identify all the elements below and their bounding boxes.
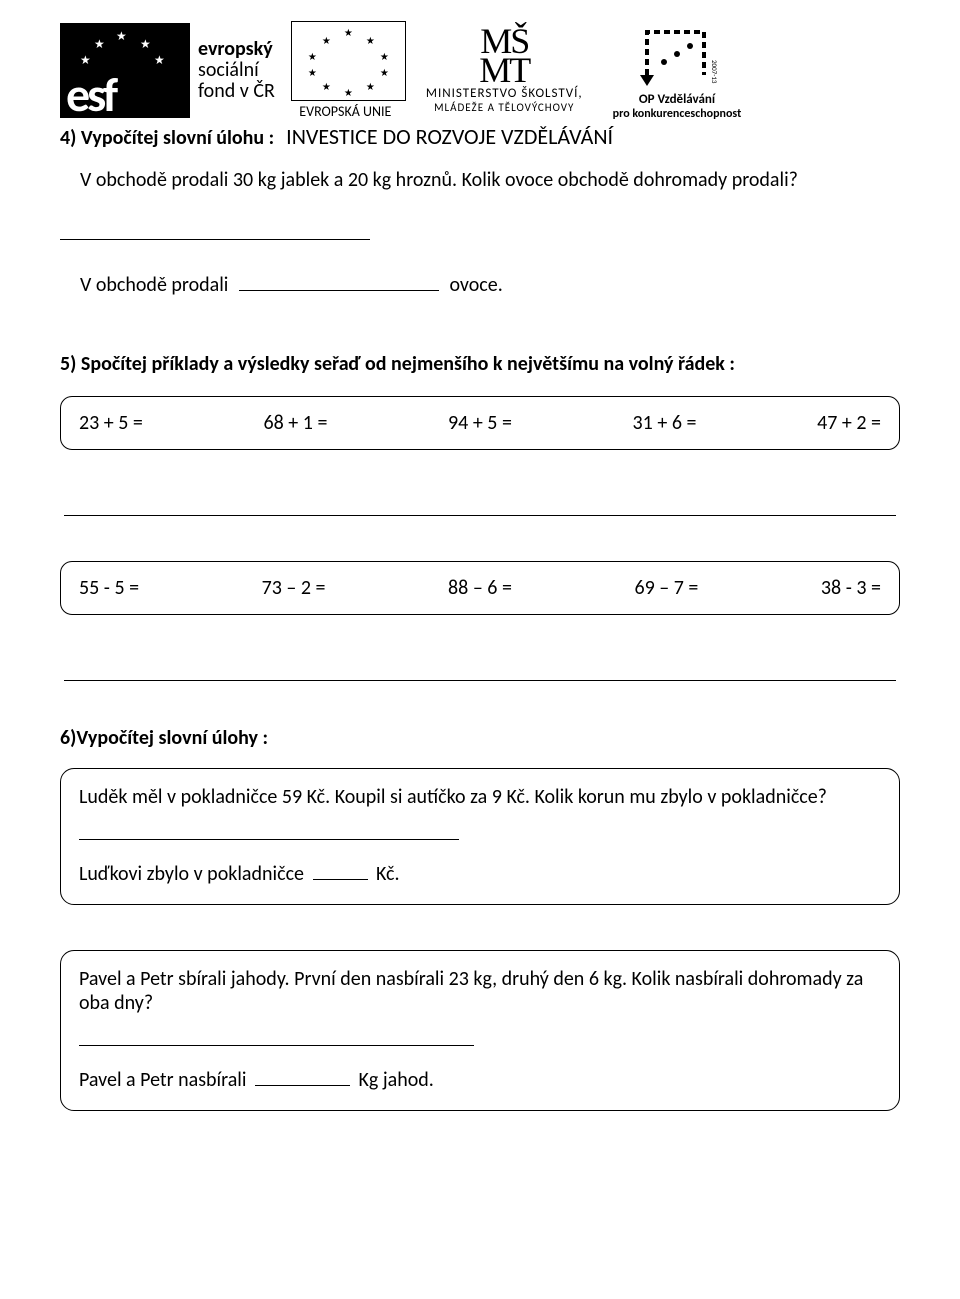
opv-line1: OP Vzdělávání <box>613 92 742 107</box>
eq: 94 + 5 = <box>448 411 512 435</box>
q5-sort-line-2[interactable] <box>64 680 896 681</box>
eq: 55 - 5 = <box>79 576 139 600</box>
q6-p2-blank[interactable] <box>255 1068 350 1086</box>
eu-logo: ★ ★ ★ ★ ★ ★ ★ ★ ★ ★ EVROPSKÁ UNIE <box>285 21 406 120</box>
opv-logo-icon: 2007-13 <box>632 20 722 90</box>
opv-logo: 2007-13 OP Vzdělávání pro konkurencescho… <box>613 20 742 121</box>
q4-answer-prefix: V obchodě prodali <box>80 273 228 297</box>
opv-years-icon: 2007-13 <box>710 60 719 84</box>
eq: 31 + 6 = <box>633 411 697 435</box>
q5-row2-box: 55 - 5 = 73 – 2 = 88 – 6 = 69 – 7 = 38 -… <box>60 561 900 615</box>
eq: 47 + 2 = <box>817 411 881 435</box>
esf-label-line3: fond v ČR <box>198 81 275 102</box>
eq: 88 – 6 = <box>448 576 512 600</box>
q6-p1-answer: Luďkovi zbylo v pokladničce Kč. <box>79 862 881 886</box>
esf-logo: ★ ★ ★ ★ ★ esf evropský sociální fond v Č… <box>60 23 275 118</box>
q6-p2-ans-prefix: Pavel a Petr nasbírali <box>79 1068 246 1092</box>
q4-problem: V obchodě prodali 30 kg jablek a 20 kg h… <box>80 168 900 192</box>
q5-row1-box: 23 + 5 = 68 + 1 = 94 + 5 = 31 + 6 = 47 +… <box>60 396 900 450</box>
page: ★ ★ ★ ★ ★ esf evropský sociální fond v Č… <box>0 0 960 1151</box>
msmt-line2: MLÁDEŽE A TĚLOVÝCHOVY <box>426 101 583 114</box>
msmt-logo: MŠMT MINISTERSTVO ŠKOLSTVÍ, MLÁDEŽE A TĚ… <box>426 27 583 115</box>
q6-p1-blank[interactable] <box>313 862 368 880</box>
q6-label: 6)Vypočítej slovní úlohy : <box>60 726 900 750</box>
esf-label-line1: evropský <box>198 39 275 60</box>
q4-header-row: 4) Vypočítej slovní úlohu : INVESTICE DO… <box>60 123 900 150</box>
q6-p2-box: Pavel a Petr sbírali jahody. První den n… <box>60 950 900 1111</box>
msmt-line1: MINISTERSTVO ŠKOLSTVÍ, <box>426 86 583 101</box>
q4-work-line[interactable] <box>60 220 370 240</box>
q6-p1-work-line[interactable] <box>79 839 459 840</box>
logo-header: ★ ★ ★ ★ ★ esf evropský sociální fond v Č… <box>60 20 900 121</box>
q6-p1-ans-suffix: Kč. <box>376 862 400 886</box>
eq: 69 – 7 = <box>634 576 698 600</box>
msmt-logo-text: MŠMT <box>426 27 583 85</box>
q6-p2-answer: Pavel a Petr nasbírali Kg jahod. <box>79 1068 881 1092</box>
esf-label: evropský sociální fond v ČR <box>198 39 275 102</box>
opv-line2: pro konkurenceschopnost <box>613 107 742 121</box>
q5-sort-line-1[interactable] <box>64 515 896 516</box>
q4-answer-suffix: ovoce. <box>449 273 502 297</box>
eu-stars-icon: ★ ★ ★ ★ ★ ★ ★ ★ ★ ★ <box>291 21 406 101</box>
eq: 38 - 3 = <box>821 576 881 600</box>
esf-acronym: esf <box>66 76 115 114</box>
esf-box: ★ ★ ★ ★ ★ esf <box>60 23 190 118</box>
q6-p2-work-line[interactable] <box>79 1045 474 1046</box>
q6-p2-text: Pavel a Petr sbírali jahody. První den n… <box>79 967 881 1015</box>
q4-answer-blank[interactable] <box>239 273 439 291</box>
q4-answer-line: V obchodě prodali ovoce. <box>80 273 900 297</box>
q6-p2-ans-suffix: Kg jahod. <box>359 1068 434 1092</box>
esf-label-line2: sociální <box>198 60 275 81</box>
eq: 23 + 5 = <box>79 411 143 435</box>
banner-text: INVESTICE DO ROZVOJE VZDĚLÁVÁNÍ <box>286 123 613 150</box>
q5-label: 5) Spočítej příklady a výsledky seřaď od… <box>60 352 900 376</box>
eq: 68 + 1 = <box>264 411 328 435</box>
q4-label: 4) Vypočítej slovní úlohu : <box>60 126 274 150</box>
q6-p1-ans-prefix: Luďkovi zbylo v pokladničce <box>79 862 304 886</box>
q6-p1-box: Luděk měl v pokladničce 59 Kč. Koupil si… <box>60 768 900 905</box>
eu-label: EVROPSKÁ UNIE <box>285 103 406 120</box>
q6-p1-text: Luděk měl v pokladničce 59 Kč. Koupil si… <box>79 785 881 809</box>
eq: 73 – 2 = <box>262 576 326 600</box>
